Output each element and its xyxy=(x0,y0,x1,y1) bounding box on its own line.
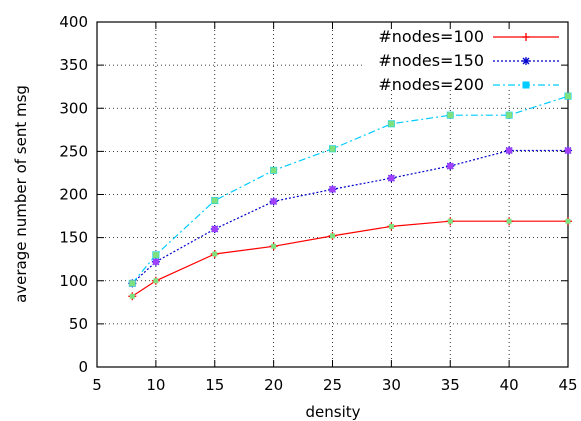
y-tick-label: 0 xyxy=(78,358,88,376)
point-highlight xyxy=(447,112,454,119)
point-highlight xyxy=(506,112,513,119)
legend-label: #nodes=200 xyxy=(378,75,484,94)
point-highlight xyxy=(329,145,336,152)
series-line xyxy=(131,95,569,284)
point-highlight xyxy=(152,258,159,265)
point-highlight xyxy=(330,233,335,239)
point-highlight xyxy=(329,186,336,193)
y-tick-label: 400 xyxy=(59,13,88,31)
point-highlight xyxy=(270,167,277,174)
x-tick-label: 5 xyxy=(92,376,102,394)
x-tick-label: 35 xyxy=(441,376,460,394)
point-highlight xyxy=(506,147,513,154)
legend-entry: #nodes=200 xyxy=(378,75,559,94)
legend-label: #nodes=150 xyxy=(378,51,484,70)
x-tick-label: 25 xyxy=(323,376,342,394)
series-1 xyxy=(128,217,572,301)
x-axis-title: density xyxy=(306,403,361,421)
point-highlight xyxy=(388,223,394,229)
point-highlight xyxy=(447,218,453,224)
legend-entry: #nodes=100 xyxy=(378,27,559,46)
legend: #nodes=100 #nodes=150 #nodes=200 xyxy=(378,27,559,94)
legend-marker xyxy=(522,57,530,65)
y-tick-label: 50 xyxy=(69,315,88,333)
point-highlight xyxy=(211,226,218,232)
y-axis-title: average number of sent msg xyxy=(12,85,30,303)
point-highlight xyxy=(152,251,159,258)
tick-layer: 0 50 100 150 200 250 300 350 400 5 10 15 20 25 30 35 40 4… xyxy=(59,13,577,394)
y-tick-label: 300 xyxy=(59,99,88,117)
point-highlight xyxy=(129,280,136,287)
y-tick-label: 100 xyxy=(59,272,88,290)
legend-marker xyxy=(522,33,530,41)
grid-layer xyxy=(97,22,568,367)
x-tick-label: 15 xyxy=(205,376,224,394)
point-highlight xyxy=(388,175,395,182)
x-tick-label: 10 xyxy=(146,376,165,394)
x-tick-label: 20 xyxy=(264,376,283,394)
legend-label: #nodes=100 xyxy=(378,27,484,46)
series-2 xyxy=(128,146,572,288)
x-tick-label: 30 xyxy=(382,376,401,394)
series-3 xyxy=(128,92,572,287)
point-highlight xyxy=(565,218,571,224)
point-highlight xyxy=(565,147,571,154)
point-highlight xyxy=(153,278,159,284)
series-line xyxy=(131,220,568,297)
point-highlight xyxy=(129,293,135,299)
point-highlight xyxy=(270,198,277,205)
point-highlight xyxy=(447,163,454,170)
point-highlight xyxy=(506,218,512,224)
point-highlight xyxy=(388,120,395,127)
point-highlight xyxy=(212,251,218,257)
series-layer xyxy=(128,92,572,301)
x-tick-label: 40 xyxy=(500,376,519,394)
x-tick-label: 45 xyxy=(558,376,577,394)
legend-entry: #nodes=150 xyxy=(378,51,559,70)
point-overlay xyxy=(129,93,571,299)
legend-marker xyxy=(522,81,530,89)
y-tick-label: 250 xyxy=(59,142,88,160)
point-highlight xyxy=(271,243,277,249)
y-tick-label: 150 xyxy=(59,229,88,247)
point-highlight xyxy=(211,197,218,204)
y-tick-label: 350 xyxy=(59,56,88,74)
point-highlight xyxy=(565,93,571,100)
y-tick-label: 200 xyxy=(59,186,88,204)
